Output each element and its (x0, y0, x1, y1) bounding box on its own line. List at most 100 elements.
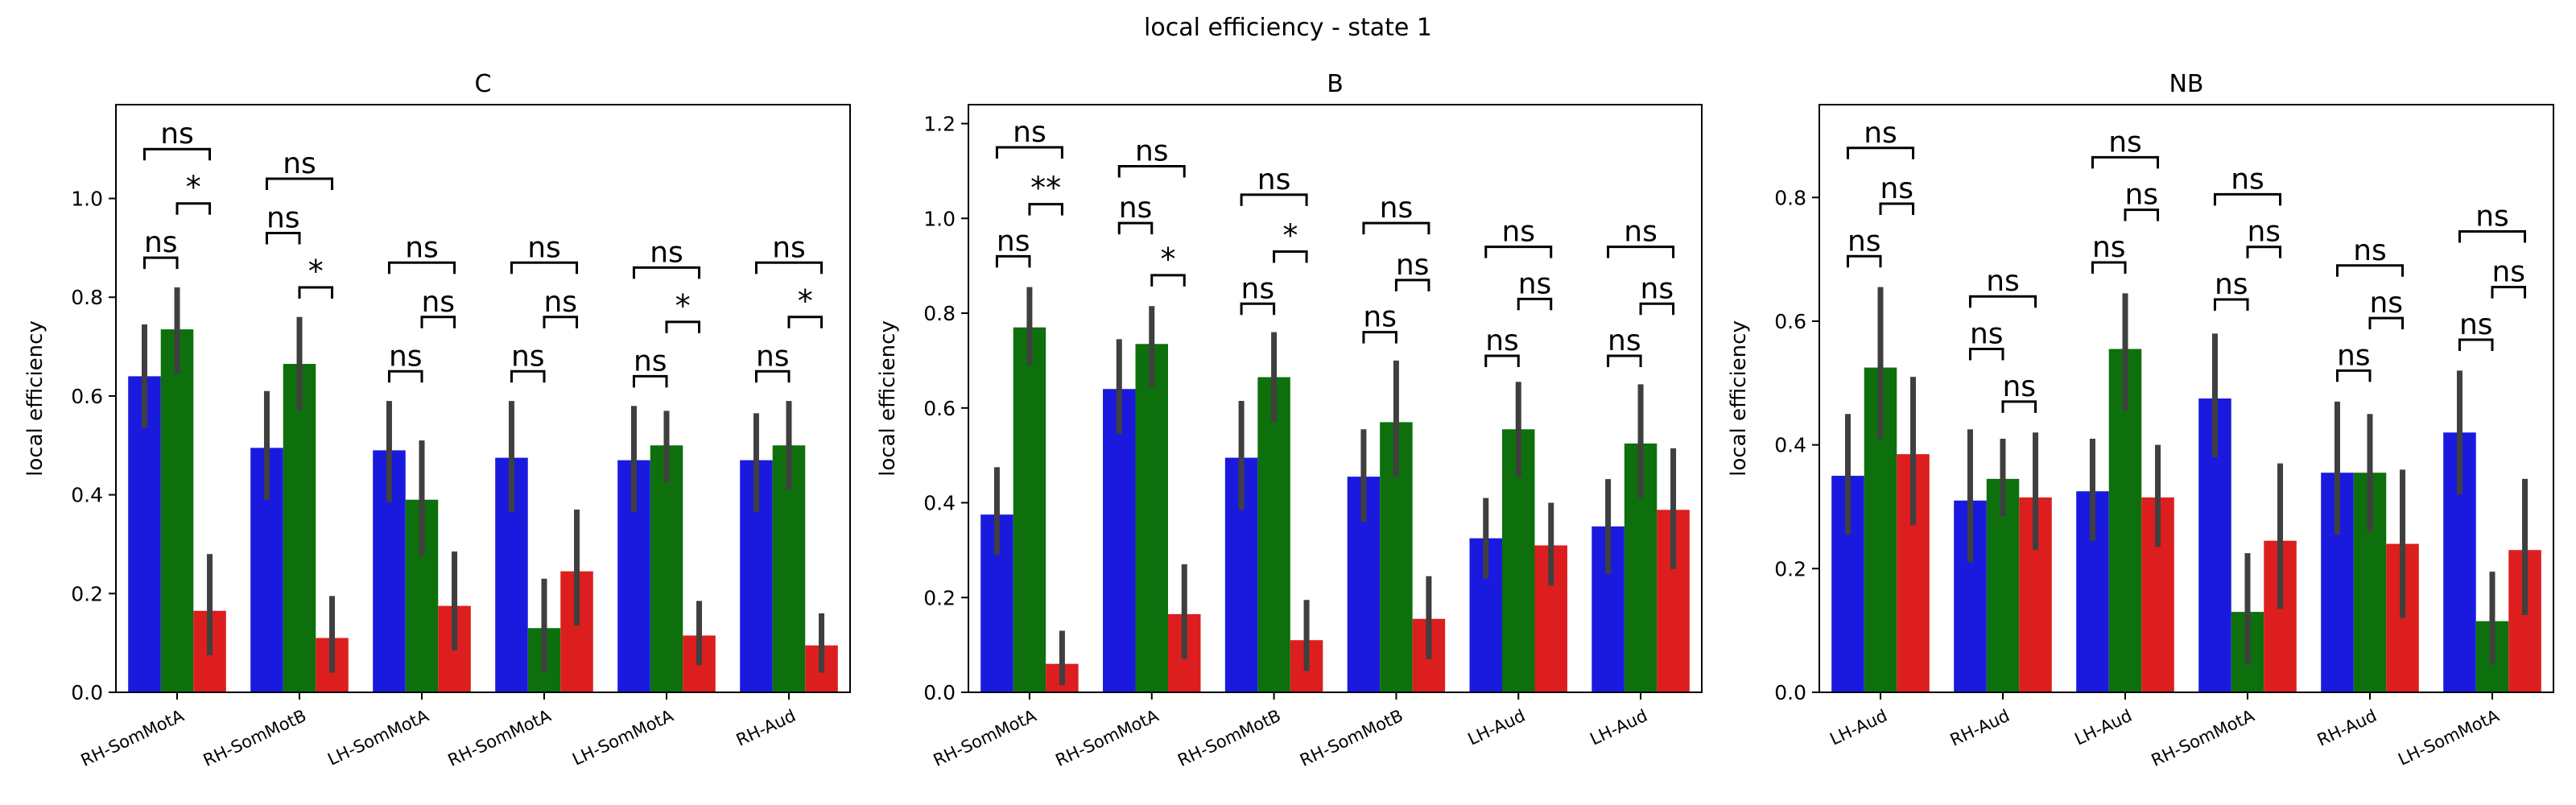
significance-bracket (754, 261, 824, 275)
significance-bracket (1879, 202, 1915, 215)
significance-label: ns (1970, 318, 2004, 351)
x-tick-label: RH-SomMotA (931, 706, 1040, 770)
significance-label: ns (2475, 200, 2509, 233)
significance-label: ns (2092, 231, 2126, 264)
significance-bracket (754, 369, 791, 383)
significance-label: ns (1119, 192, 1153, 225)
significance-bracket (1607, 246, 1675, 258)
significance-bracket (1240, 302, 1276, 316)
significance-label: ns (650, 236, 683, 269)
significance-bracket (2001, 400, 2037, 413)
significance-bracket (995, 146, 1063, 159)
significance-bracket (1846, 147, 1915, 159)
significance-bracket (1362, 221, 1430, 235)
significance-bracket (1394, 279, 1430, 291)
significance-label: * (1282, 218, 1298, 254)
x-tick-label: RH-SomMotA (1052, 706, 1162, 770)
significance-label: ns (2231, 163, 2264, 196)
x-tick-label: LH-Aud (1587, 706, 1651, 749)
significance-label: ns (756, 340, 790, 373)
bar (160, 329, 194, 692)
significance-label: ns (1013, 116, 1046, 149)
significance-label: * (1160, 242, 1175, 277)
y-tick-label: 0.4 (923, 492, 956, 515)
x-tick-label: LH-Aud (1827, 706, 1890, 749)
significance-bracket (1607, 354, 1642, 368)
bar (1013, 327, 1046, 692)
significance-bracket (387, 369, 423, 383)
significance-label: ns (1608, 324, 1641, 357)
significance-label: ns (2369, 287, 2403, 320)
significance-bracket (2335, 369, 2372, 382)
x-tick-label: RH-Aud (1947, 706, 2013, 750)
significance-bracket (632, 266, 701, 279)
significance-label: ns (1847, 225, 1881, 258)
significance-label: ns (1485, 324, 1519, 357)
y-tick-label: 0.0 (71, 681, 103, 704)
significance-label: * (308, 254, 324, 289)
plot-frame (968, 104, 1703, 693)
significance-label: ns (1241, 272, 1275, 305)
significance-label: ns (1257, 163, 1291, 196)
y-tick-label: 0.8 (923, 302, 956, 325)
significance-label: ns (527, 231, 561, 264)
y-axis-label: local efficiency (23, 320, 47, 477)
bar (650, 445, 683, 692)
panel-title: B (1327, 70, 1344, 98)
significance-label: ns (405, 231, 439, 264)
significance-label: ns (2247, 216, 2281, 249)
bar (1257, 377, 1290, 692)
significance-bracket (995, 254, 1031, 268)
x-tick-label: RH-SomMotB (1174, 706, 1283, 770)
significance-label: ns (1396, 249, 1430, 282)
significance-label: * (798, 283, 813, 319)
significance-bracket (420, 316, 456, 328)
y-tick-label: 0.2 (1774, 557, 1806, 580)
y-tick-label: 0.6 (1774, 310, 1806, 333)
significance-label: ns (1518, 267, 1552, 300)
y-tick-label: 0.6 (71, 385, 103, 408)
y-axis-label: local efficiency (876, 320, 900, 477)
significance-bracket (1968, 348, 2004, 361)
significance-label: ns (1880, 172, 1913, 205)
bar (128, 376, 161, 692)
x-tick-label: RH-SomMotA (2149, 706, 2258, 770)
significance-bracket (1639, 302, 1675, 316)
y-tick-label: 0.8 (1774, 186, 1806, 209)
significance-label: ns (634, 345, 667, 378)
significance-bracket (2458, 338, 2494, 351)
significance-label: ns (2002, 370, 2036, 403)
significance-bracket (1968, 295, 2037, 308)
significance-label: ns (2491, 256, 2525, 289)
y-tick-label: 0.0 (1774, 681, 1806, 704)
panel-nb: NB local efficiency 0.0 0.2 0.4 0.6 0.8 LH-Aud R… (1727, 70, 2554, 770)
significance-bracket (665, 320, 701, 333)
y-tick-label: 0.4 (1774, 434, 1806, 457)
y-tick-label: 0.6 (923, 397, 956, 420)
significance-bracket (387, 261, 456, 275)
x-tick-label: LH-SomMotA (324, 706, 431, 770)
significance-bracket (1240, 193, 1308, 206)
significance-bracket (632, 374, 668, 388)
significance-label: ns (266, 201, 300, 234)
significance-bracket (510, 261, 579, 275)
significance-bracket (1362, 331, 1397, 344)
figure-suptitle: local efficiency - state 1 (1144, 14, 1432, 42)
x-tick-label: RH-SomMotA (445, 706, 555, 770)
significance-label: * (675, 288, 691, 324)
significance-bracket (2491, 286, 2527, 299)
y-tick-label: 0.8 (71, 286, 103, 309)
y-tick-label: 0.0 (923, 681, 956, 704)
y-tick-label: 0.4 (71, 484, 103, 507)
bar (283, 364, 316, 692)
significance-bracket (1273, 250, 1308, 263)
x-tick-label: RH-SomMotB (200, 706, 309, 770)
significance-bracket (1117, 165, 1186, 178)
x-tick-label: LH-Aud (1465, 706, 1529, 749)
significance-label: ns (160, 118, 194, 151)
x-tick-label: LH-SomMotA (569, 706, 676, 770)
significance-label: ** (1030, 171, 1061, 206)
significance-bracket (2246, 246, 2282, 258)
